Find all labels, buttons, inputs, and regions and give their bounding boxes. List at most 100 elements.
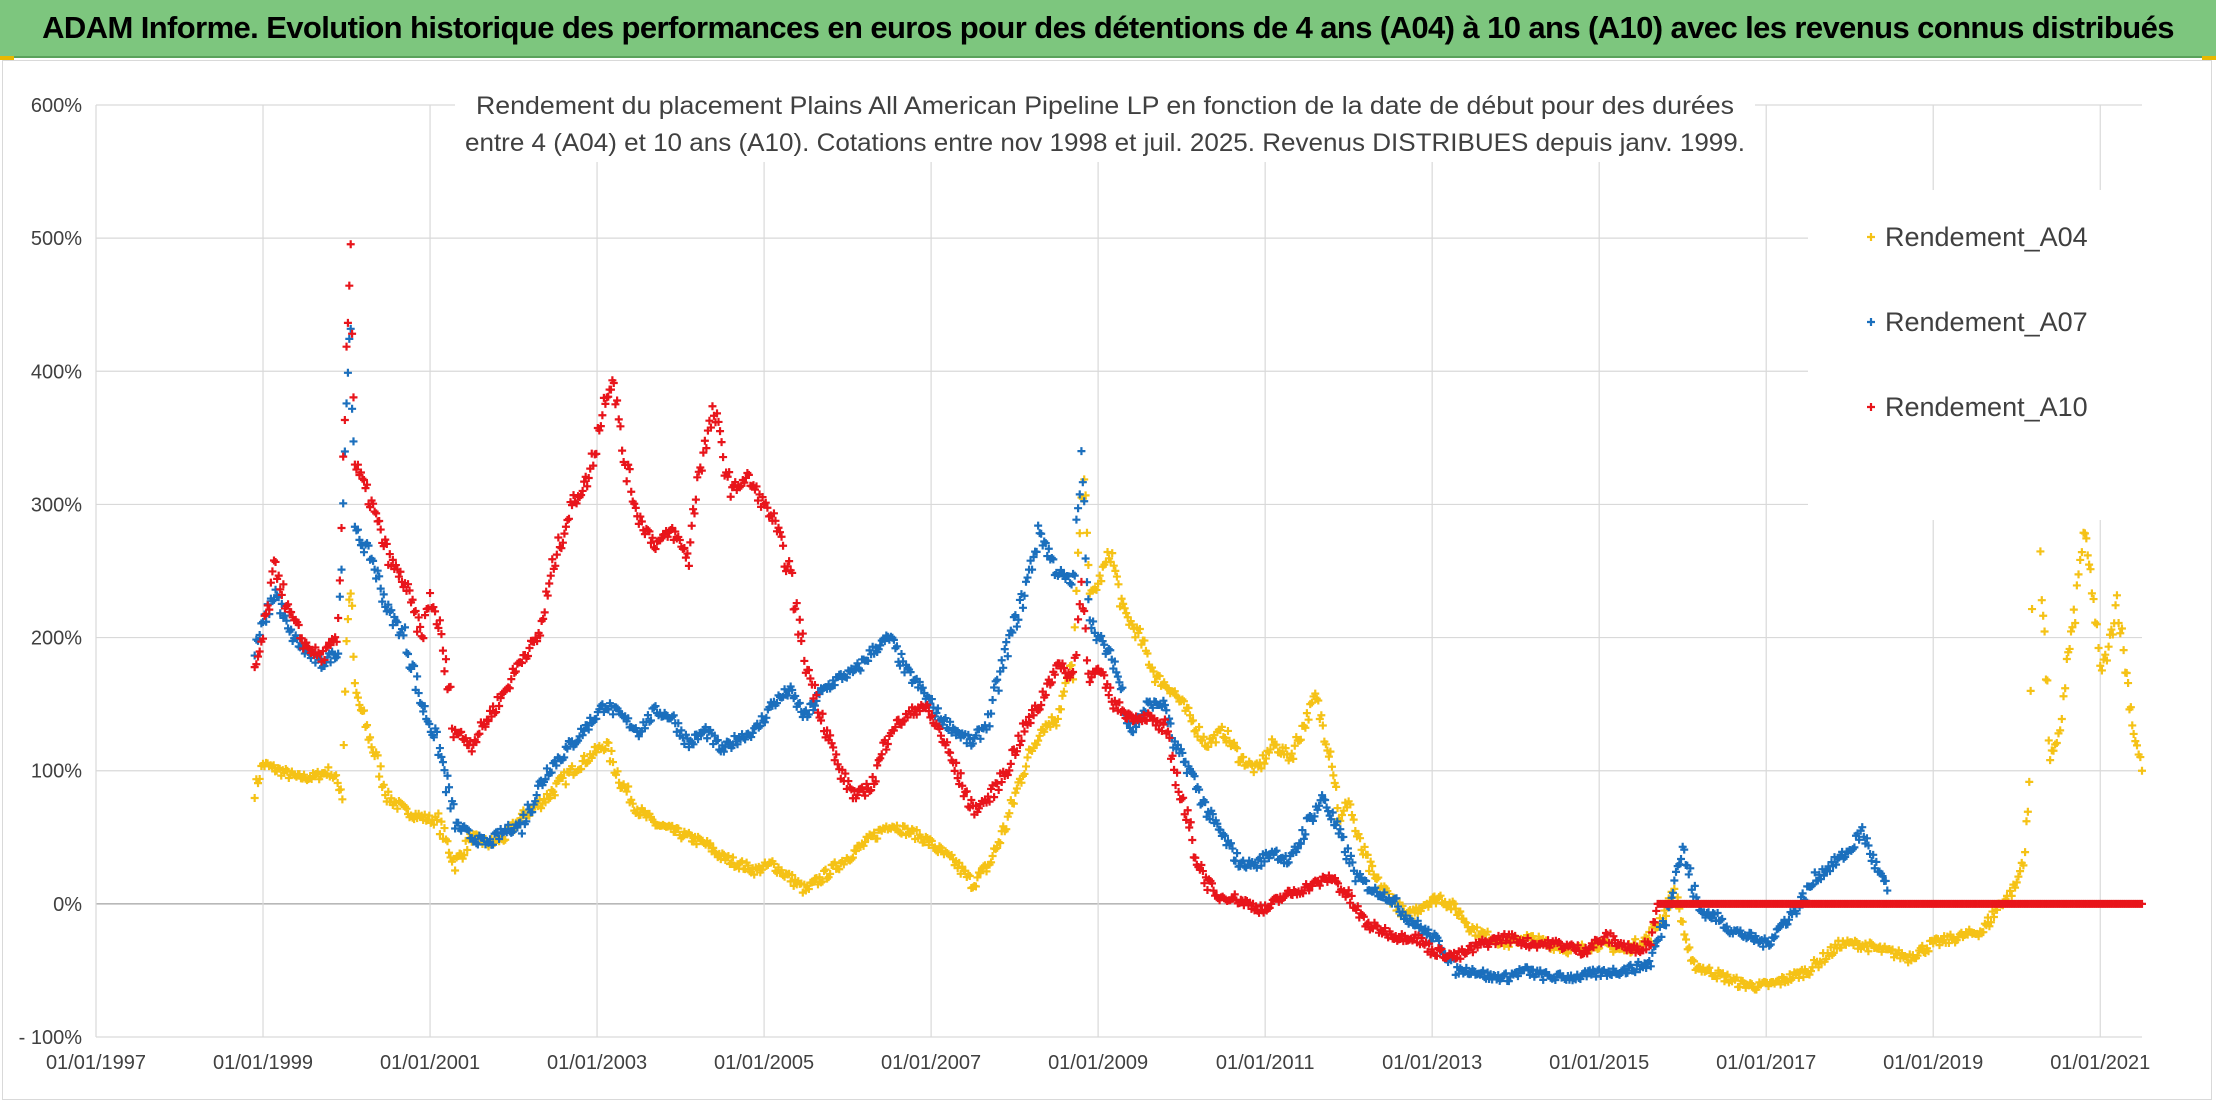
data-point [769,509,778,518]
data-point [1002,825,1011,834]
data-point [856,666,865,675]
data-point [1732,973,1741,982]
data-point [592,748,601,757]
data-point [1034,736,1043,745]
data-point [484,717,493,726]
data-point [801,706,810,715]
data-point [1318,791,1327,800]
data-point [564,514,573,523]
data-point [1648,928,1657,937]
data-point [627,795,636,804]
data-point [554,533,563,542]
data-point [1198,867,1207,876]
data-point [393,804,402,813]
data-point [1851,936,1860,945]
data-point [539,614,548,623]
data-point [1735,982,1744,991]
data-point [341,687,350,696]
data-point [1008,628,1017,637]
data-point [1081,554,1090,563]
data-point [1095,571,1104,580]
data-point [1989,912,1998,921]
data-point [1623,968,1632,977]
series-Rendement_A07 [250,324,1892,986]
data-point [404,649,413,658]
data-point [1392,894,1401,903]
data-point [1115,698,1124,707]
data-point [346,324,355,333]
data-point [864,656,873,665]
data-point [1029,711,1038,720]
data-point [313,767,322,776]
data-point [1165,733,1174,742]
data-point [437,752,446,761]
data-point [2131,737,2140,746]
data-point [367,743,376,752]
data-point [346,240,355,249]
data-point [1660,906,1669,915]
data-point [1347,811,1356,820]
data-point [1272,846,1281,855]
data-point [987,858,996,867]
data-point [1106,646,1115,655]
data-point [279,580,288,589]
data-point [349,652,358,661]
data-point [630,499,639,508]
data-point [339,741,348,750]
data-point [375,772,384,781]
data-point [560,529,569,538]
data-point [343,368,352,377]
data-point [510,668,519,677]
data-point [2087,589,2096,598]
data-point [1228,844,1237,853]
data-point [1283,859,1292,868]
data-point [1774,924,1783,933]
data-point [1003,652,1012,661]
data-point [1290,741,1299,750]
data-point [804,884,813,893]
data-point [1864,947,1873,956]
data-point [393,618,402,627]
data-point [1252,863,1261,872]
data-point [1289,754,1298,763]
data-point [1014,615,1023,624]
data-point [1301,830,1310,839]
data-point [677,726,686,735]
data-point [1329,771,1338,780]
data-point [858,783,867,792]
data-point [1311,689,1320,698]
data-point [1333,804,1342,813]
data-point [2065,644,2074,653]
data-point [971,731,980,740]
data-point [964,730,973,739]
data-point [402,804,411,813]
data-point [1037,529,1046,538]
data-point [1163,684,1172,693]
data-point [2007,891,2016,900]
data-point [1609,932,1618,941]
data-point [1018,603,1027,612]
data-point [633,805,642,814]
data-point [959,792,968,801]
data-point [522,817,531,826]
data-point [1199,732,1208,741]
data-point [1296,839,1305,848]
data-point [1827,858,1836,867]
data-point [1339,832,1348,841]
data-point [303,643,312,652]
data-point [1047,678,1056,687]
data-point [1271,847,1280,856]
data-point [1826,943,1835,952]
x-tick-label: 01/01/2019 [1883,1052,1983,1074]
data-point [953,774,962,783]
data-point [1308,816,1317,825]
data-point [697,466,706,475]
data-point [358,474,367,483]
data-point [373,751,382,760]
data-point [1067,580,1076,589]
data-point [1483,927,1492,936]
data-point [1151,721,1160,730]
data-point [985,722,994,731]
data-point [1015,741,1024,750]
data-point [1348,858,1357,867]
